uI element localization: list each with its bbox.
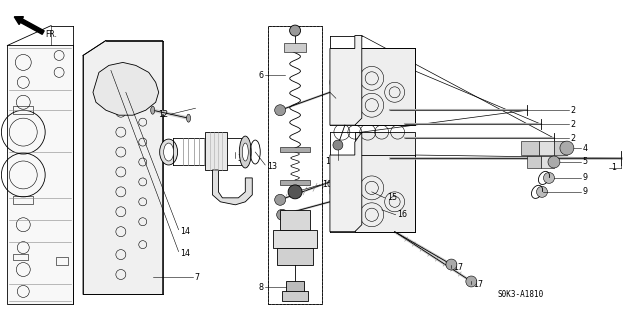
Text: S0K3-A1810: S0K3-A1810 — [498, 290, 544, 299]
Ellipse shape — [187, 114, 190, 122]
Bar — [56, 257, 68, 265]
Text: 9: 9 — [583, 173, 588, 182]
Bar — [554, 141, 567, 155]
Text: 15: 15 — [387, 193, 397, 202]
Text: 16: 16 — [398, 210, 408, 219]
Bar — [268, 26, 322, 304]
Text: 6: 6 — [258, 71, 263, 80]
Bar — [273, 230, 317, 248]
Bar — [280, 147, 310, 152]
Circle shape — [536, 186, 548, 197]
Text: 17: 17 — [474, 280, 484, 289]
Text: 7: 7 — [195, 273, 200, 282]
Circle shape — [446, 259, 457, 270]
Bar — [277, 248, 313, 265]
Text: 14: 14 — [181, 249, 190, 258]
Ellipse shape — [239, 136, 251, 168]
Polygon shape — [330, 36, 362, 125]
Text: 13: 13 — [267, 163, 277, 172]
Bar — [205, 132, 227, 170]
Bar — [268, 26, 322, 304]
Bar — [539, 141, 554, 155]
Text: 5: 5 — [583, 157, 588, 166]
Bar — [355, 49, 414, 125]
Text: 10: 10 — [322, 180, 332, 189]
Text: 9: 9 — [583, 188, 588, 196]
Text: 3: 3 — [237, 154, 242, 163]
Polygon shape — [83, 41, 163, 294]
Bar — [521, 141, 539, 155]
Circle shape — [560, 141, 574, 155]
Bar — [286, 282, 304, 294]
Ellipse shape — [160, 139, 178, 165]
Text: 17: 17 — [453, 263, 463, 272]
Bar — [280, 180, 310, 185]
Text: 2: 2 — [570, 133, 575, 143]
Text: 1: 1 — [610, 164, 615, 172]
Circle shape — [277, 209, 288, 220]
Text: 2: 2 — [570, 106, 575, 115]
Bar — [355, 132, 414, 232]
Circle shape — [274, 194, 286, 205]
Text: 2: 2 — [570, 120, 575, 129]
Text: 18: 18 — [338, 98, 348, 107]
Circle shape — [274, 105, 286, 116]
Circle shape — [466, 276, 477, 287]
Ellipse shape — [242, 143, 248, 161]
Bar — [280, 210, 310, 230]
Polygon shape — [212, 170, 252, 205]
Text: 12: 12 — [158, 110, 169, 119]
Text: 11: 11 — [325, 157, 335, 166]
Bar — [13, 253, 28, 260]
Polygon shape — [93, 62, 159, 115]
Bar — [541, 156, 554, 168]
Text: FR.: FR. — [45, 30, 57, 39]
Circle shape — [333, 140, 343, 150]
Bar — [284, 43, 306, 52]
Polygon shape — [330, 132, 362, 232]
Circle shape — [548, 156, 560, 168]
Circle shape — [290, 25, 301, 36]
Polygon shape — [8, 45, 73, 304]
Bar — [13, 196, 33, 204]
Text: 8: 8 — [258, 283, 263, 292]
FancyArrow shape — [14, 17, 44, 34]
Ellipse shape — [151, 106, 154, 114]
Circle shape — [543, 172, 555, 183]
Text: 14: 14 — [181, 227, 190, 236]
Ellipse shape — [164, 143, 173, 161]
Bar — [13, 106, 33, 114]
Bar — [282, 292, 308, 301]
Circle shape — [288, 185, 302, 199]
Bar — [527, 156, 541, 168]
Text: 4: 4 — [583, 144, 588, 153]
